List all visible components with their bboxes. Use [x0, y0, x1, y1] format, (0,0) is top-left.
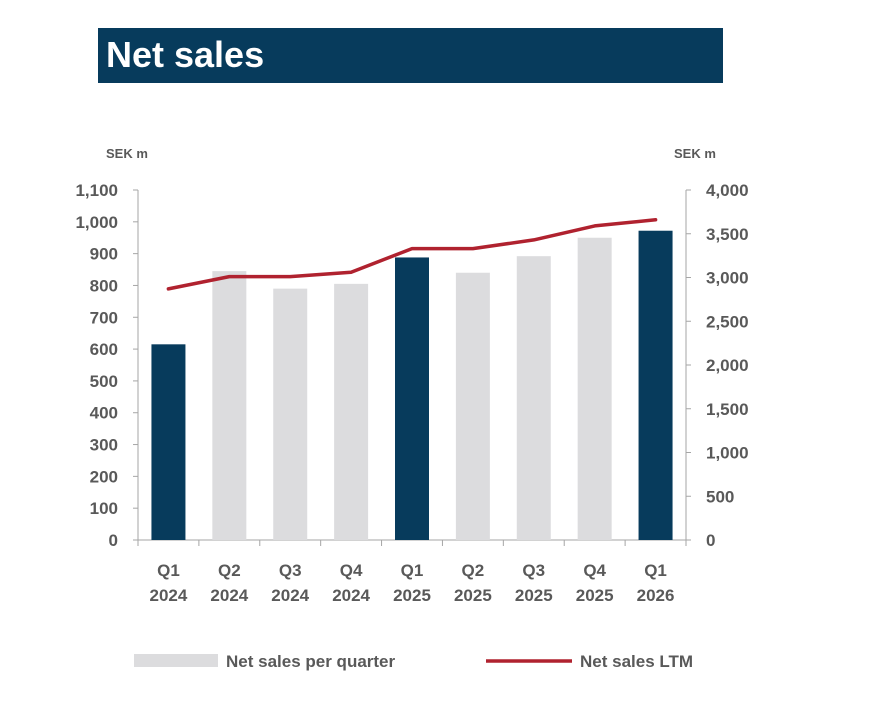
x-axis-category-label: Q3: [522, 561, 545, 580]
right-axis-unit-label: SEK m: [674, 146, 716, 161]
bar-net-sales-per-quarter: [334, 283, 369, 540]
right-axis-tick-label: 0: [706, 531, 715, 550]
right-axis-tick-label: 3,000: [706, 269, 749, 288]
right-axis-tick-label: 1,000: [706, 444, 749, 463]
x-axis-category-label: Q4: [340, 561, 363, 580]
left-axis-tick-label: 500: [90, 372, 118, 391]
bar-net-sales-per-quarter: [395, 257, 429, 540]
left-axis-tick-label: 900: [90, 245, 118, 264]
x-axis-category-label: Q1: [644, 561, 667, 580]
right-axis-tick-label: 4,000: [706, 181, 749, 200]
left-axis-tick-label: 800: [90, 276, 118, 295]
left-axis-tick-label: 1,000: [75, 213, 118, 232]
bar-net-sales-per-quarter: [577, 237, 612, 540]
x-axis-category-year-label: 2025: [454, 586, 492, 605]
right-axis-tick-label: 1,500: [706, 400, 749, 419]
line-net-sales-ltm: [166, 218, 658, 291]
left-axis-unit-label: SEK m: [106, 146, 148, 161]
x-axis-category-year-label: 2024: [332, 586, 370, 605]
left-axis-tick-label: 1,100: [75, 181, 118, 200]
bar-net-sales-per-quarter: [273, 288, 308, 540]
x-axis-category-label: Q4: [583, 561, 606, 580]
x-axis-category-year-label: 2025: [393, 586, 431, 605]
bar-net-sales-per-quarter: [638, 230, 673, 540]
bar-net-sales-per-quarter: [455, 272, 490, 540]
x-axis-category-year-label: 2025: [576, 586, 614, 605]
left-axis-tick-label: 100: [90, 499, 118, 518]
x-axis-category-year-label: 2026: [637, 586, 675, 605]
left-axis-tick-label: 200: [90, 467, 118, 486]
left-axis-tick-label: 700: [90, 308, 118, 327]
chart-title: Net sales: [106, 34, 265, 75]
x-axis-category-label: Q1: [157, 561, 180, 580]
bar-net-sales-per-quarter: [212, 271, 247, 540]
x-axis-category-label: Q3: [279, 561, 302, 580]
right-axis-tick-label: 3,500: [706, 225, 749, 244]
left-axis-tick-label: 600: [90, 340, 118, 359]
right-axis-tick-label: 2,500: [706, 312, 749, 331]
right-axis-tick-label: 2,000: [706, 356, 749, 375]
left-axis-tick-label: 300: [90, 436, 118, 455]
x-axis-category-year-label: 2025: [515, 586, 553, 605]
right-axis-tick-label: 500: [706, 487, 734, 506]
legend-label-net-sales-ltm: Net sales LTM: [580, 652, 693, 671]
bar-net-sales-per-quarter: [516, 256, 551, 540]
legend-swatch-net-sales-per-quarter: [134, 654, 218, 667]
bar-net-sales-per-quarter: [151, 344, 186, 540]
x-axis-category-year-label: 2024: [150, 586, 188, 605]
x-axis-category-label: Q2: [462, 561, 485, 580]
x-axis-category-year-label: 2024: [271, 586, 309, 605]
x-axis-category-label: Q2: [218, 561, 241, 580]
x-axis-category-label: Q1: [401, 561, 424, 580]
left-axis-tick-label: 0: [109, 531, 118, 550]
title-band: Net sales: [98, 28, 723, 83]
left-axis-tick-label: 400: [90, 404, 118, 423]
legend-label-net-sales-per-quarter: Net sales per quarter: [226, 652, 396, 671]
x-axis-category-year-label: 2024: [210, 586, 248, 605]
